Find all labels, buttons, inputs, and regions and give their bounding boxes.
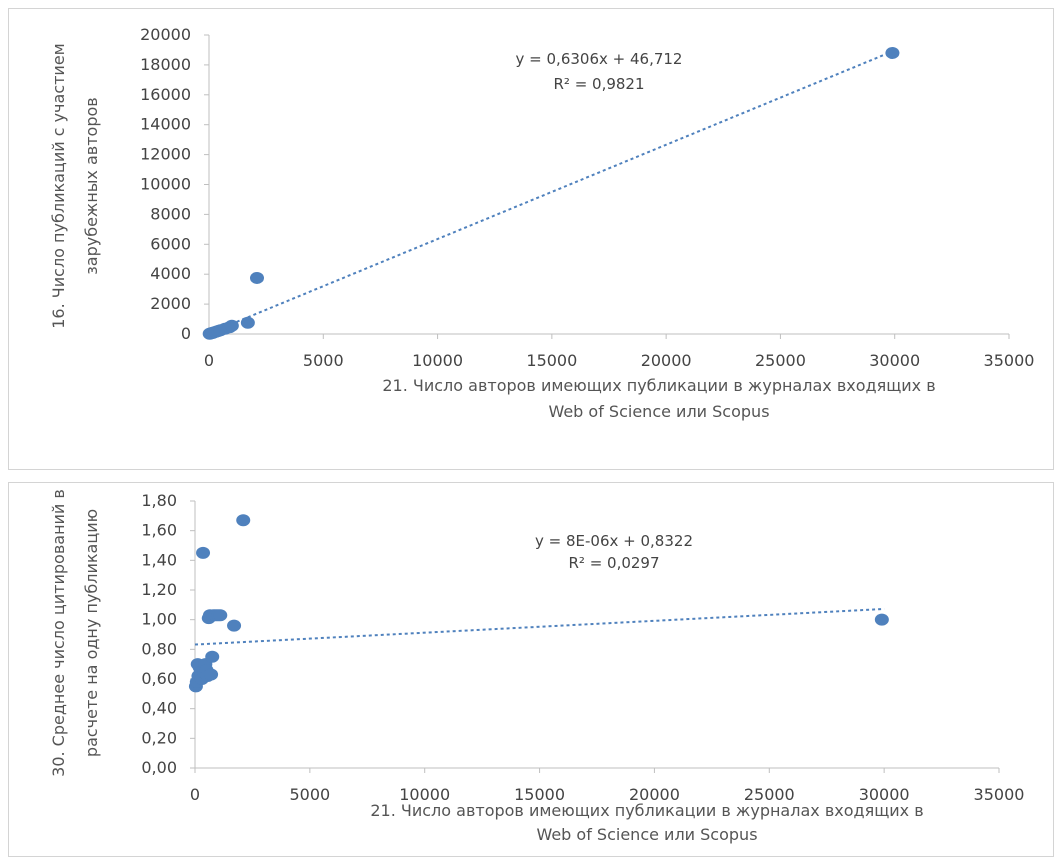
x-tick-label: 15000 xyxy=(514,785,565,804)
y-tick-label: 2000 xyxy=(150,294,191,313)
y-tick-label: 1,80 xyxy=(141,491,177,510)
x-tick-label: 25000 xyxy=(755,351,806,370)
x-tick-label: 35000 xyxy=(984,351,1035,370)
data-point xyxy=(224,319,239,332)
x-axis-title: 21. Число авторов имеющих публикации в ж… xyxy=(382,376,935,395)
x-tick-label: 5000 xyxy=(303,351,344,370)
chart-panel-top: 0 2000 4000 6000 8000 10000 12000 14000 16000 180… xyxy=(8,8,1054,470)
r-squared-label: R² = 0,9821 xyxy=(553,75,644,93)
x-axis-title: 21. Число авторов имеющих публикации в ж… xyxy=(370,801,923,820)
x-tick-label: 0 xyxy=(204,351,214,370)
chart-panel-bottom: 0,00 0,20 0,40 0,60 0,80 1,00 1,20 1,40 1,60 1,80… xyxy=(8,482,1054,857)
y-tick-label: 16000 xyxy=(140,85,191,104)
trendline-equation: y = 0,6306x + 46,712 xyxy=(516,50,683,68)
y-axis-title: 16. Число публикаций с участием xyxy=(49,43,68,329)
trendline-equation: y = 8E-06x + 0,8322 xyxy=(535,532,693,550)
data-point xyxy=(204,668,219,681)
data-point xyxy=(196,546,211,559)
y-tick-label: 1,60 xyxy=(141,521,177,540)
y-tick-label: 0 xyxy=(181,324,191,343)
x-tick-label: 15000 xyxy=(526,351,577,370)
y-tick-label: 0,80 xyxy=(141,639,177,658)
y-tick-label: 4000 xyxy=(150,264,191,283)
data-point xyxy=(250,271,264,284)
x-tick-label: 35000 xyxy=(974,785,1025,804)
y-tick-label: 1,40 xyxy=(141,550,177,569)
y-tick-label: 1,00 xyxy=(141,610,177,629)
data-point xyxy=(205,650,220,663)
x-axis-title: Web of Science или Scopus xyxy=(548,402,769,421)
y-tick-label: 6000 xyxy=(150,234,191,253)
data-point xyxy=(227,619,242,632)
y-tick-label: 0,00 xyxy=(141,758,177,777)
r-squared-label: R² = 0,0297 xyxy=(568,554,659,572)
data-point xyxy=(874,613,889,626)
trendline xyxy=(208,49,896,335)
x-tick-label: 30000 xyxy=(869,351,920,370)
x-tick-label: 20000 xyxy=(629,785,680,804)
y-tick-label: 12000 xyxy=(140,145,191,164)
y-tick-label: 14000 xyxy=(140,115,191,134)
x-tick-label: 30000 xyxy=(859,785,910,804)
y-tick-label: 20000 xyxy=(140,25,191,44)
y-tick-label: 0,60 xyxy=(141,669,177,688)
x-axis-title: Web of Science или Scopus xyxy=(536,825,757,844)
data-point xyxy=(236,514,251,527)
y-tick-label: 10000 xyxy=(140,175,191,194)
scatter-chart-top: 0 2000 4000 6000 8000 10000 12000 14000 16000 180… xyxy=(49,25,1035,421)
data-point xyxy=(885,46,900,59)
scatter-chart-bottom: 0,00 0,20 0,40 0,60 0,80 1,00 1,20 1,40 1,60 1,80… xyxy=(49,489,1025,844)
y-axis-title: зарубежных авторов xyxy=(82,97,101,274)
x-tick-label: 5000 xyxy=(289,785,330,804)
y-axis-title: 30. Среднее число цитирований в xyxy=(49,489,68,777)
x-tick-label: 10000 xyxy=(399,785,450,804)
y-tick-label: 18000 xyxy=(140,55,191,74)
data-point xyxy=(213,609,228,622)
x-tick-label: 10000 xyxy=(412,351,463,370)
trendline xyxy=(194,607,885,646)
data-point xyxy=(240,316,255,329)
y-tick-label: 0,20 xyxy=(141,728,177,747)
x-tick-label: 25000 xyxy=(744,785,795,804)
x-tick-label: 20000 xyxy=(641,351,692,370)
y-axis-title: расчете на одну публикацию xyxy=(82,509,101,757)
y-tick-label: 8000 xyxy=(150,204,191,223)
x-tick-label: 0 xyxy=(190,785,200,804)
y-tick-label: 1,20 xyxy=(141,580,177,599)
y-tick-label: 0,40 xyxy=(141,699,177,718)
